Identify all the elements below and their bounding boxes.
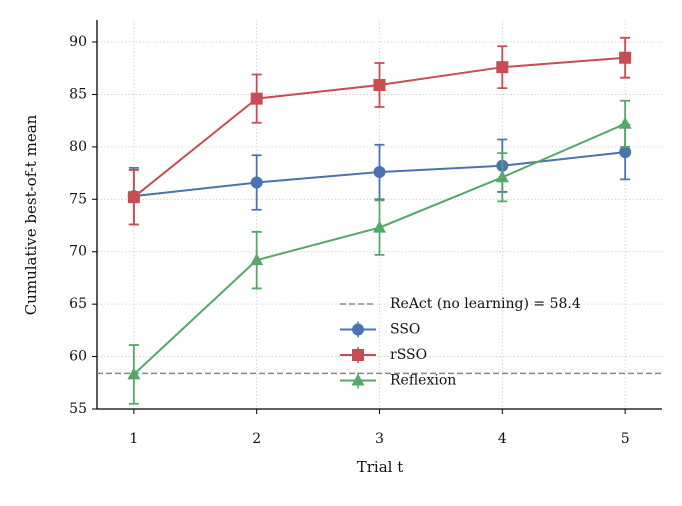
y-tick-label: 75 xyxy=(69,191,87,207)
y-tick-label: 65 xyxy=(69,296,87,312)
legend-label: SSO xyxy=(390,322,420,338)
marker xyxy=(127,191,140,204)
marker xyxy=(619,51,632,64)
x-tick-label: 1 xyxy=(129,431,138,447)
marker xyxy=(351,373,365,386)
marker xyxy=(352,323,364,336)
legend-label: Reflexion xyxy=(390,373,456,389)
marker xyxy=(373,220,386,233)
legend-label: rSSO xyxy=(390,347,427,363)
legend-label: ReAct (no learning) = 58.4 xyxy=(390,296,581,312)
marker xyxy=(619,146,632,159)
marker xyxy=(250,176,263,189)
marker xyxy=(618,116,632,129)
marker xyxy=(127,367,141,380)
marker xyxy=(352,349,364,361)
y-tick-label: 70 xyxy=(69,244,87,260)
x-axis-label: Trial t xyxy=(357,458,404,476)
x-tick-label: 5 xyxy=(621,431,630,447)
marker xyxy=(373,166,386,179)
y-tick-label: 80 xyxy=(69,139,87,155)
x-tick-label: 4 xyxy=(498,431,507,447)
marker xyxy=(496,61,509,74)
y-tick-label: 60 xyxy=(69,349,87,365)
marker xyxy=(495,170,509,183)
y-tick-label: 85 xyxy=(69,86,87,102)
x-tick-label: 2 xyxy=(252,431,261,447)
marker xyxy=(250,92,263,105)
y-axis-label: Cumulative best-of-t mean xyxy=(22,114,40,315)
y-tick-label: 55 xyxy=(69,401,87,417)
marker xyxy=(373,79,386,92)
x-tick-label: 3 xyxy=(375,431,384,447)
y-tick-label: 90 xyxy=(69,34,87,50)
marker xyxy=(250,253,264,266)
